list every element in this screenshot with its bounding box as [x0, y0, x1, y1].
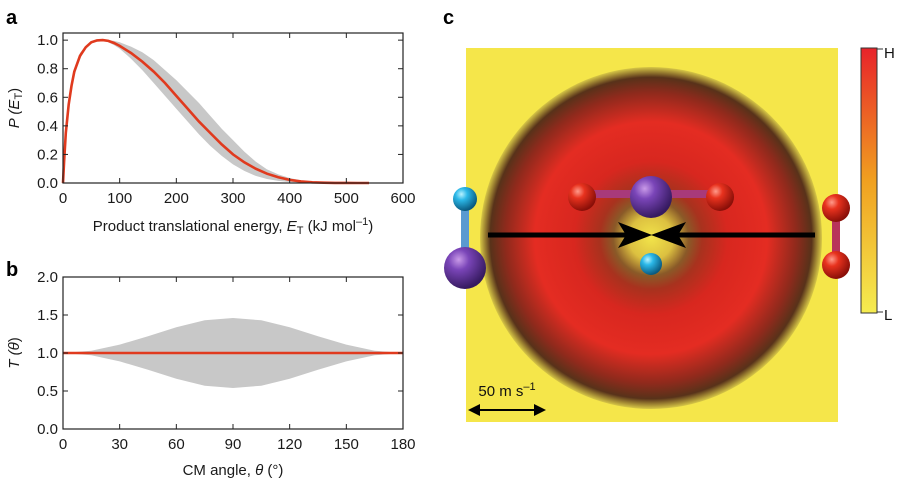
- y-tick-label: 0.4: [37, 118, 58, 135]
- y-ticks: 0.0 0.5 1.0 1.5 2.0: [37, 269, 403, 438]
- x-axis-label: Product translational energy, ET (kJ mol…: [93, 216, 374, 237]
- scale-bar-left-arrowhead: [468, 404, 480, 416]
- y-axis-label-symbol: E: [6, 99, 23, 110]
- y-axis-label-close: ): [6, 337, 23, 342]
- panel-a-letter: a: [6, 7, 18, 29]
- colorbar: [860, 47, 878, 314]
- y-tick-label: 0.2: [37, 146, 58, 163]
- x-tick-label: 60: [168, 436, 185, 453]
- panel-b-letter: b: [6, 259, 18, 281]
- top-molecule-bond-right: [656, 190, 716, 198]
- x-axis-label-prefix: Product translational energy,: [93, 218, 287, 235]
- x-tick-label: 150: [334, 436, 359, 453]
- uncertainty-band: [63, 40, 369, 183]
- scale-bar-right-arrowhead: [534, 404, 546, 416]
- scale-bar-label: 50 m s–1: [478, 381, 535, 400]
- x-tick-label: 200: [164, 190, 189, 207]
- y-axis-label-prefix: P (: [6, 108, 23, 129]
- right-arrowhead: [651, 222, 686, 248]
- x-tick-label: 180: [390, 436, 415, 453]
- x-tick-label: 500: [334, 190, 359, 207]
- x-tick-label: 100: [107, 190, 132, 207]
- x-axis-label-units: (kJ mol: [304, 218, 357, 235]
- y-tick-label: 0.5: [37, 383, 58, 400]
- y-tick-label: 0.8: [37, 61, 58, 78]
- y-axis-label-prefix: T (: [6, 348, 23, 368]
- x-tick-label: 30: [111, 436, 128, 453]
- left-molecule-bottom-atom: [444, 247, 486, 289]
- x-ticks: 0 30 60 90 120 150 180: [59, 277, 416, 453]
- top-molecule: [568, 176, 734, 218]
- top-molecule-center-atom: [630, 176, 672, 218]
- x-axis-label-close: ): [368, 218, 373, 235]
- x-tick-label: 400: [277, 190, 302, 207]
- y-tick-label: 2.0: [37, 269, 58, 286]
- y-axis-label-close: ): [6, 88, 23, 93]
- y-tick-label: 0.0: [37, 421, 58, 438]
- x-axis-label: CM angle, θ (°): [183, 462, 284, 479]
- x-axis-label-symbol: E: [287, 218, 298, 235]
- top-molecule-bond-left: [586, 190, 646, 198]
- y-tick-label: 1.0: [37, 345, 58, 362]
- left-arrowhead: [618, 222, 652, 248]
- right-molecule-bottom-atom: [822, 251, 850, 279]
- y-ticks: 0.0 0.2 0.4 0.6 0.8 1.0: [37, 32, 403, 192]
- y-tick-label: 1.0: [37, 32, 58, 49]
- y-tick-label: 0.0: [37, 175, 58, 192]
- x-axis-label-units: (°): [263, 462, 283, 479]
- flux-distribution-ring: [480, 67, 822, 409]
- y-tick-label: 1.5: [37, 307, 58, 324]
- panel-c-letter: c: [443, 7, 454, 29]
- center-product-atom: [640, 253, 662, 275]
- top-molecule-right-atom: [706, 183, 734, 211]
- x-axis-label-subscript: T: [297, 225, 304, 237]
- y-axis-label: P (ET): [6, 88, 25, 128]
- best-fit-line: [61, 38, 369, 185]
- right-molecule-top-atom: [822, 194, 850, 222]
- scale-bar-label-exponent: –1: [523, 381, 535, 393]
- panel-a-plot: 0 100 200 300 400 500 600 0.0 0.2 0.4 0.6 0.8 1.0 P…: [6, 32, 416, 237]
- x-tick-label: 120: [277, 436, 302, 453]
- left-molecule-top-atom: [453, 187, 477, 211]
- scale-bar-label-text: 50 m s: [478, 383, 523, 400]
- x-tick-label: 90: [225, 436, 242, 453]
- y-axis-label-subscript: T: [13, 93, 25, 100]
- x-tick-label: 0: [59, 190, 67, 207]
- top-molecule-left-atom: [568, 183, 596, 211]
- colorbar-high-label: H: [884, 45, 895, 62]
- right-molecule-bond: [832, 210, 840, 265]
- panel-c-flux-map: 50 m s–1 H L: [444, 45, 895, 422]
- x-axis-label-exponent: –1: [356, 216, 368, 228]
- x-ticks: 0 100 200 300 400 500 600: [59, 33, 416, 207]
- panel-b-plot: 0 30 60 90 120 150 180 0.0 0.5 1.0 1.5 2.0 CM angl…: [6, 269, 416, 479]
- right-molecule: [822, 194, 850, 279]
- left-molecule: [444, 187, 486, 289]
- x-tick-label: 0: [59, 436, 67, 453]
- x-tick-label: 600: [390, 190, 415, 207]
- x-axis-label-symbol: θ: [255, 462, 263, 479]
- y-axis-label: T (θ): [6, 337, 23, 368]
- colorbar-low-label: L: [884, 307, 892, 324]
- y-axis-label-symbol: θ: [6, 342, 23, 350]
- y-tick-label: 0.6: [37, 89, 58, 106]
- left-molecule-bond: [461, 200, 469, 258]
- x-tick-label: 300: [220, 190, 245, 207]
- x-axis-label-prefix: CM angle,: [183, 462, 256, 479]
